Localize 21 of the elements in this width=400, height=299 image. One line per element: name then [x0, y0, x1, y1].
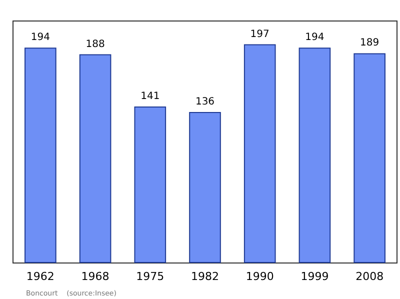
- data-label: 194: [305, 32, 324, 44]
- bar: [24, 48, 56, 263]
- x-tick-label: 1999: [300, 270, 329, 283]
- bar: [244, 44, 276, 263]
- bar: [79, 54, 112, 263]
- bar: [354, 53, 386, 263]
- bar: [298, 48, 331, 263]
- x-tick-label: 1982: [191, 270, 219, 283]
- x-tick-label: 1962: [26, 270, 54, 283]
- data-label: 197: [250, 28, 270, 40]
- data-label: 141: [140, 90, 160, 102]
- data-label: 189: [360, 38, 380, 49]
- x-tick-label: 2008: [356, 270, 384, 283]
- data-label: 136: [195, 96, 215, 108]
- x-tick-label: 1990: [246, 270, 274, 283]
- data-label: 188: [86, 38, 105, 50]
- bar: [189, 112, 221, 263]
- x-tick-label: 1968: [81, 270, 110, 283]
- bar: [134, 106, 166, 263]
- data-label: 194: [30, 32, 50, 44]
- x-tick-label: 1975: [136, 270, 164, 283]
